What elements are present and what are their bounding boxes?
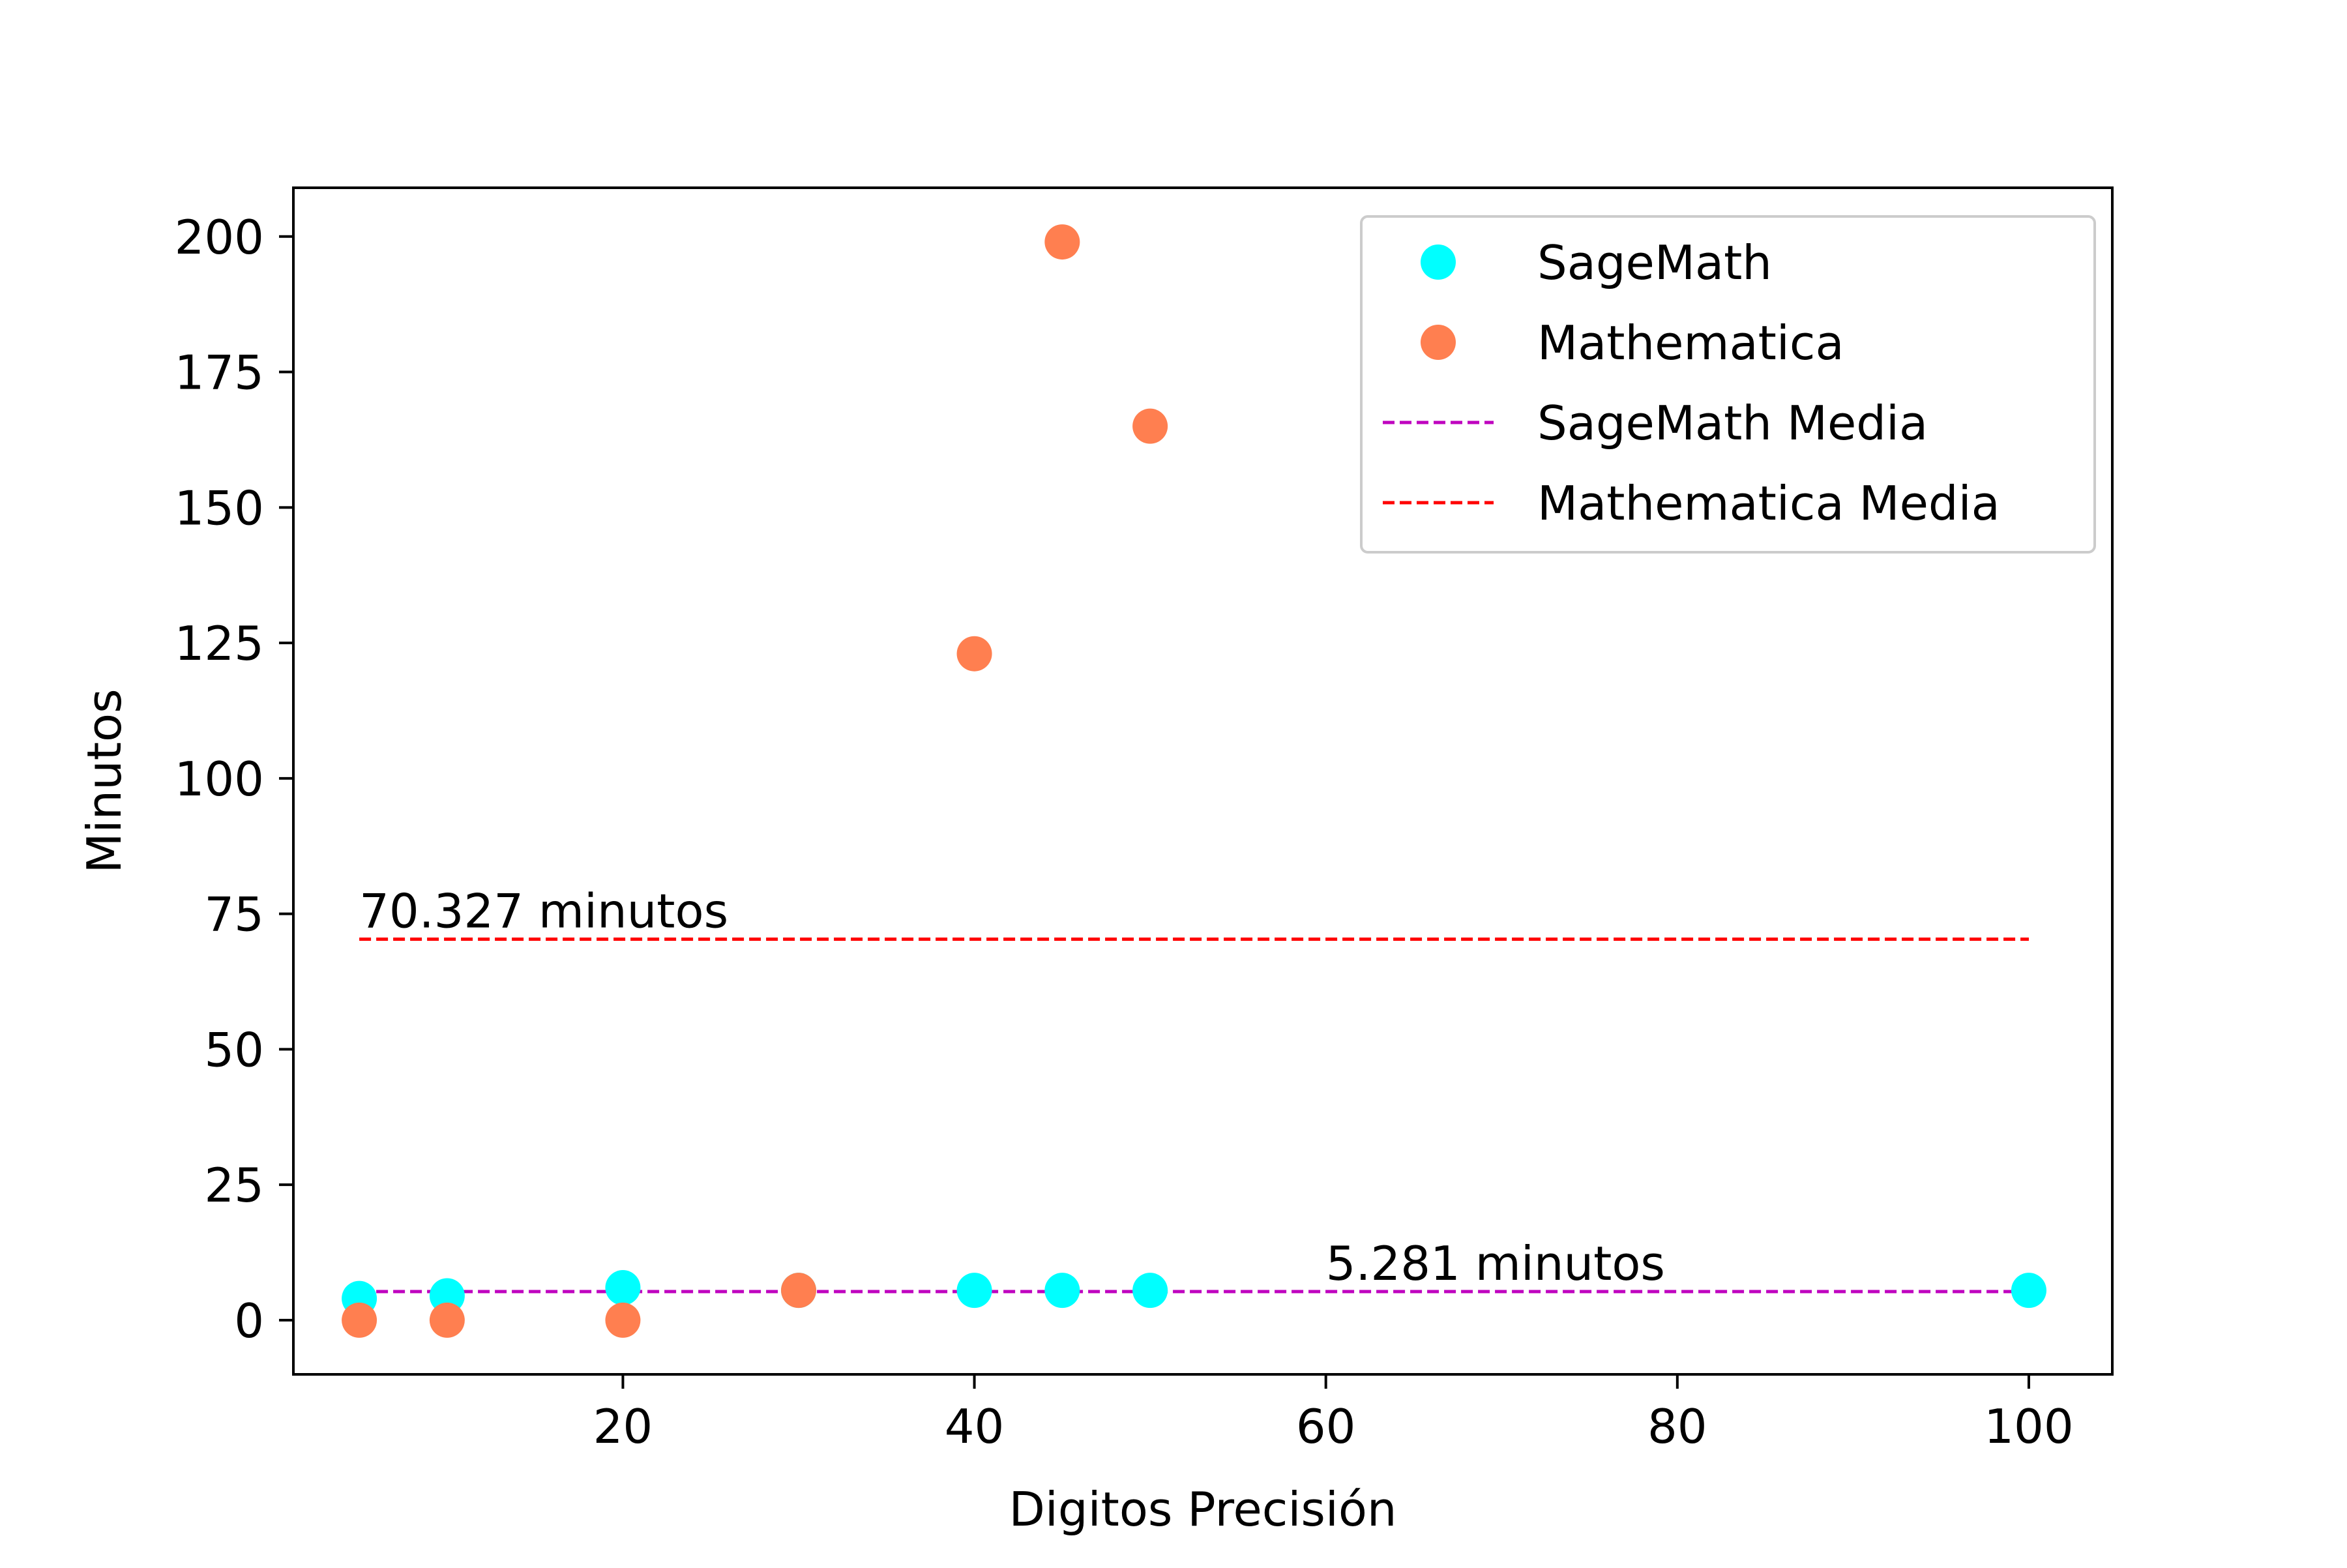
x-tick-label: 20 bbox=[593, 1399, 653, 1454]
data-point-sagemath bbox=[2011, 1273, 2046, 1309]
marks-layer: 70.327 minutos 5.281 minutos bbox=[342, 224, 2046, 1338]
legend-label: Mathematica bbox=[1537, 316, 1844, 370]
y-tick-label: 0 bbox=[234, 1294, 264, 1348]
x-tick-label: 100 bbox=[1984, 1399, 2073, 1454]
axes-layer: 20 40 60 80 100 0 25 50 75 100 125 150 175 200 bbox=[175, 210, 2074, 1454]
x-axis-label: Digitos Precisión bbox=[1009, 1482, 1396, 1537]
x-tick-label: 80 bbox=[1647, 1399, 1707, 1454]
data-point-mathematica bbox=[781, 1273, 816, 1309]
data-point-sagemath bbox=[605, 1270, 641, 1306]
y-tick-label: 200 bbox=[175, 210, 264, 265]
y-tick-label: 125 bbox=[175, 616, 264, 671]
legend-marker-mathematica bbox=[1421, 325, 1456, 360]
data-point-mathematica bbox=[1132, 408, 1168, 444]
legend-label: Mathematica Media bbox=[1537, 476, 2000, 531]
data-point-mathematica bbox=[342, 1302, 377, 1338]
data-point-sagemath bbox=[1044, 1273, 1080, 1309]
data-point-mathematica bbox=[605, 1302, 641, 1338]
legend-label: SageMath bbox=[1537, 235, 1772, 290]
y-tick-label: 50 bbox=[204, 1022, 264, 1077]
legend: SageMath Mathematica SageMath Media Mathema… bbox=[1360, 215, 2096, 554]
x-tick-label: 60 bbox=[1296, 1399, 1356, 1454]
data-point-mathematica bbox=[956, 636, 992, 672]
plot-frame bbox=[292, 186, 2114, 1376]
data-point-sagemath bbox=[956, 1273, 992, 1309]
y-axis-label: Minutos bbox=[77, 688, 132, 873]
data-point-sagemath bbox=[429, 1278, 465, 1314]
data-point-mathematica bbox=[429, 1302, 465, 1338]
legend-box bbox=[1360, 215, 2096, 554]
data-point-mathematica bbox=[1044, 224, 1080, 260]
y-tick-label: 175 bbox=[175, 346, 264, 400]
annotation-label: 5.281 minutos bbox=[1326, 1236, 1665, 1291]
x-tick-label: 40 bbox=[945, 1399, 1005, 1454]
data-point-sagemath bbox=[1132, 1273, 1168, 1309]
annotation-label: 70.327 minutos bbox=[359, 883, 728, 938]
y-tick-label: 150 bbox=[175, 481, 264, 535]
y-tick-label: 100 bbox=[175, 752, 264, 806]
legend-marker-sagemath bbox=[1421, 244, 1456, 280]
y-tick-label: 25 bbox=[204, 1158, 264, 1213]
y-tick-label: 75 bbox=[204, 887, 264, 942]
legend-label: SageMath Media bbox=[1537, 396, 1928, 451]
